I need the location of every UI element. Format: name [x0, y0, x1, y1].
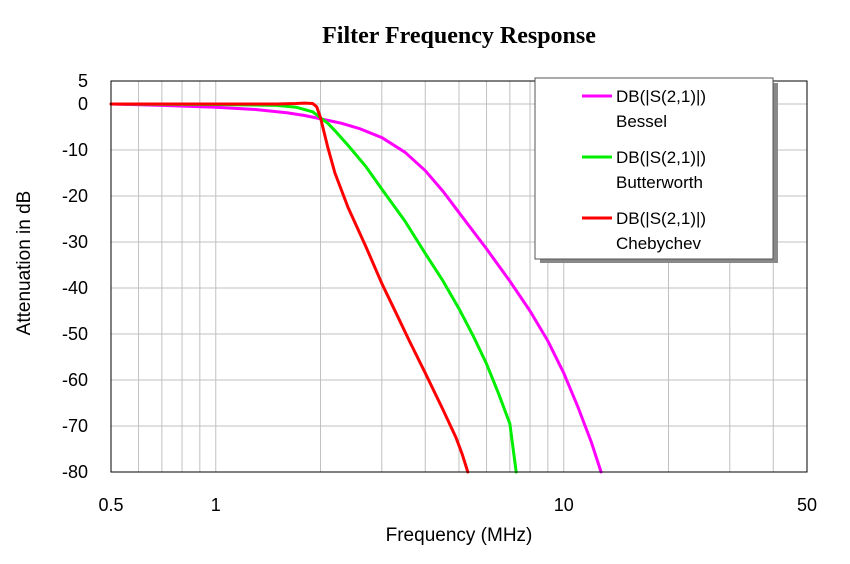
legend-label: Chebychev: [616, 234, 702, 253]
plot-frame: [110, 80, 808, 473]
y-tick-label: 0: [78, 94, 88, 114]
chart-title: Filter Frequency Response: [322, 23, 596, 49]
x-tick-label: 0.5: [98, 495, 123, 515]
legend: DB(|S(2,1)|) Bessel DB(|S(2,1)|) Butterwort…: [534, 77, 778, 263]
y-tick-label: -30: [62, 232, 88, 252]
legend-label: DB(|S(2,1)|): [616, 148, 706, 167]
y-tick-label: -70: [62, 416, 88, 436]
legend-label: Butterworth: [616, 173, 703, 192]
y-tick-label: -50: [62, 324, 88, 344]
y-axis-label: Attenuation in dB: [14, 191, 35, 336]
x-tick-label: 50: [797, 495, 817, 515]
legend-box: [534, 77, 774, 260]
legend-label: Bessel: [616, 112, 667, 131]
y-tick-label: -20: [62, 186, 88, 206]
legend-label: DB(|S(2,1)|): [616, 87, 706, 106]
y-tick-label: -60: [62, 370, 88, 390]
x-tick-label: 10: [554, 495, 574, 515]
y-tick-labels: 5 0 -10 -20 -30 -40 -50 -60 -70 -80: [62, 71, 88, 482]
y-tick-label: -80: [62, 462, 88, 482]
series-line-chebychev: [109, 101, 470, 474]
x-tick-label: 1: [211, 495, 221, 515]
y-tick-label: 5: [78, 71, 88, 91]
series-line-bessel: [109, 102, 603, 474]
x-axis-label: Frequency (MHz): [386, 525, 533, 546]
series-lines: [109, 101, 603, 474]
x-tick-labels: 0.5 1 10 50: [98, 495, 817, 515]
y-tick-label: -10: [62, 140, 88, 160]
legend-label: DB(|S(2,1)|): [616, 209, 706, 228]
y-tick-label: -40: [62, 278, 88, 298]
series-line-butterworth: [109, 102, 518, 474]
